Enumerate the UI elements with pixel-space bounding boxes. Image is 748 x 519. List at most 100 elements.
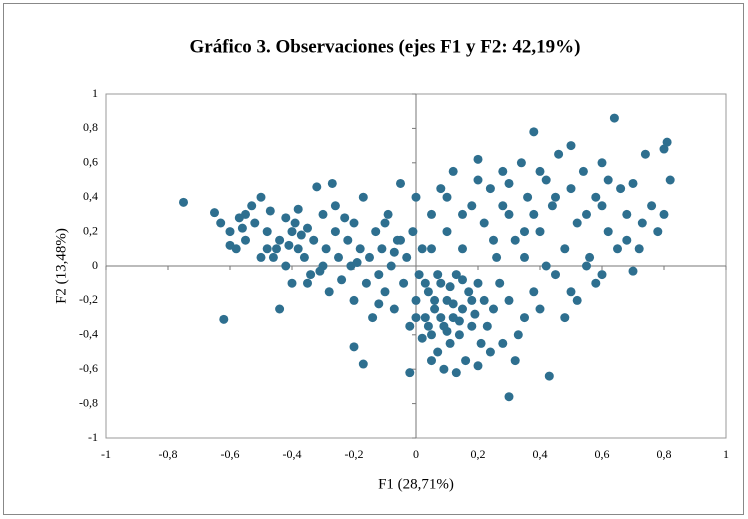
x-tick-label: -0,2 [345,447,364,461]
point [566,141,576,151]
point [281,213,291,223]
point [402,252,412,262]
point [603,175,613,185]
point [458,275,467,285]
x-tick-label: -1 [101,447,111,461]
point [451,270,461,280]
point [597,270,607,280]
point [324,287,334,297]
point [523,192,533,202]
point [256,252,266,262]
point [582,261,591,271]
y-tick-label: 0,6 [83,155,98,169]
point [551,270,560,280]
point [603,227,613,237]
point [225,227,235,237]
point [665,175,675,185]
point [597,158,607,168]
point [609,113,619,123]
point [349,342,359,352]
point [458,304,467,314]
point [284,240,294,250]
point [492,252,502,262]
point [640,149,650,159]
point [321,244,331,254]
point [613,244,622,254]
point [585,252,595,262]
point [417,244,427,254]
point [551,192,560,202]
point [653,227,663,237]
point [448,299,458,309]
point [358,359,368,369]
point [489,304,498,314]
point [482,321,492,331]
point [489,235,498,245]
point [566,287,576,297]
point [287,278,297,288]
y-tick-label: 0 [92,258,98,272]
point [535,227,545,237]
point [386,261,396,271]
point [417,333,427,343]
point [272,244,281,254]
point [467,201,477,211]
point [312,182,322,192]
point [628,178,638,188]
point [327,178,337,188]
point [637,218,647,228]
point [275,304,285,314]
point [427,330,436,340]
point [433,347,443,357]
point [219,314,229,324]
point [529,287,539,297]
point [436,313,446,323]
point [420,313,430,323]
point [433,270,443,280]
y-tick-label: -1 [88,430,98,444]
x-tick-label: 1 [723,447,729,461]
point [374,270,384,280]
point [504,295,514,305]
point [582,209,591,219]
point [241,235,250,245]
y-tick-label: 0,2 [83,223,98,237]
y-tick-label: -0,4 [79,327,98,341]
x-axis-title: F1 (28,71%) [378,476,454,492]
point [504,178,514,188]
point [520,227,529,237]
point [473,361,483,371]
point [225,240,235,250]
point [473,278,483,288]
point [591,278,601,288]
point [448,166,458,176]
point [439,364,449,374]
y-tick-label: -0,8 [79,395,98,409]
point [377,244,387,254]
point [334,252,343,262]
point [281,261,291,271]
y-tick-label: 0,4 [83,189,98,203]
point [516,158,526,168]
point [293,204,303,214]
point [476,338,486,348]
point [591,192,601,202]
y-tick-label: -0,6 [79,361,98,375]
x-tick-label: -0,8 [159,447,178,461]
y-axis-title: F2 (13,48%) [53,228,69,304]
point [408,227,418,237]
point [411,313,421,323]
point [510,235,520,245]
point [464,287,474,297]
point [520,313,529,323]
point [330,201,340,211]
point [405,368,415,378]
point [597,201,607,211]
point [473,154,483,164]
point [535,166,545,176]
point [662,137,672,147]
point [234,213,244,223]
point [622,209,632,219]
